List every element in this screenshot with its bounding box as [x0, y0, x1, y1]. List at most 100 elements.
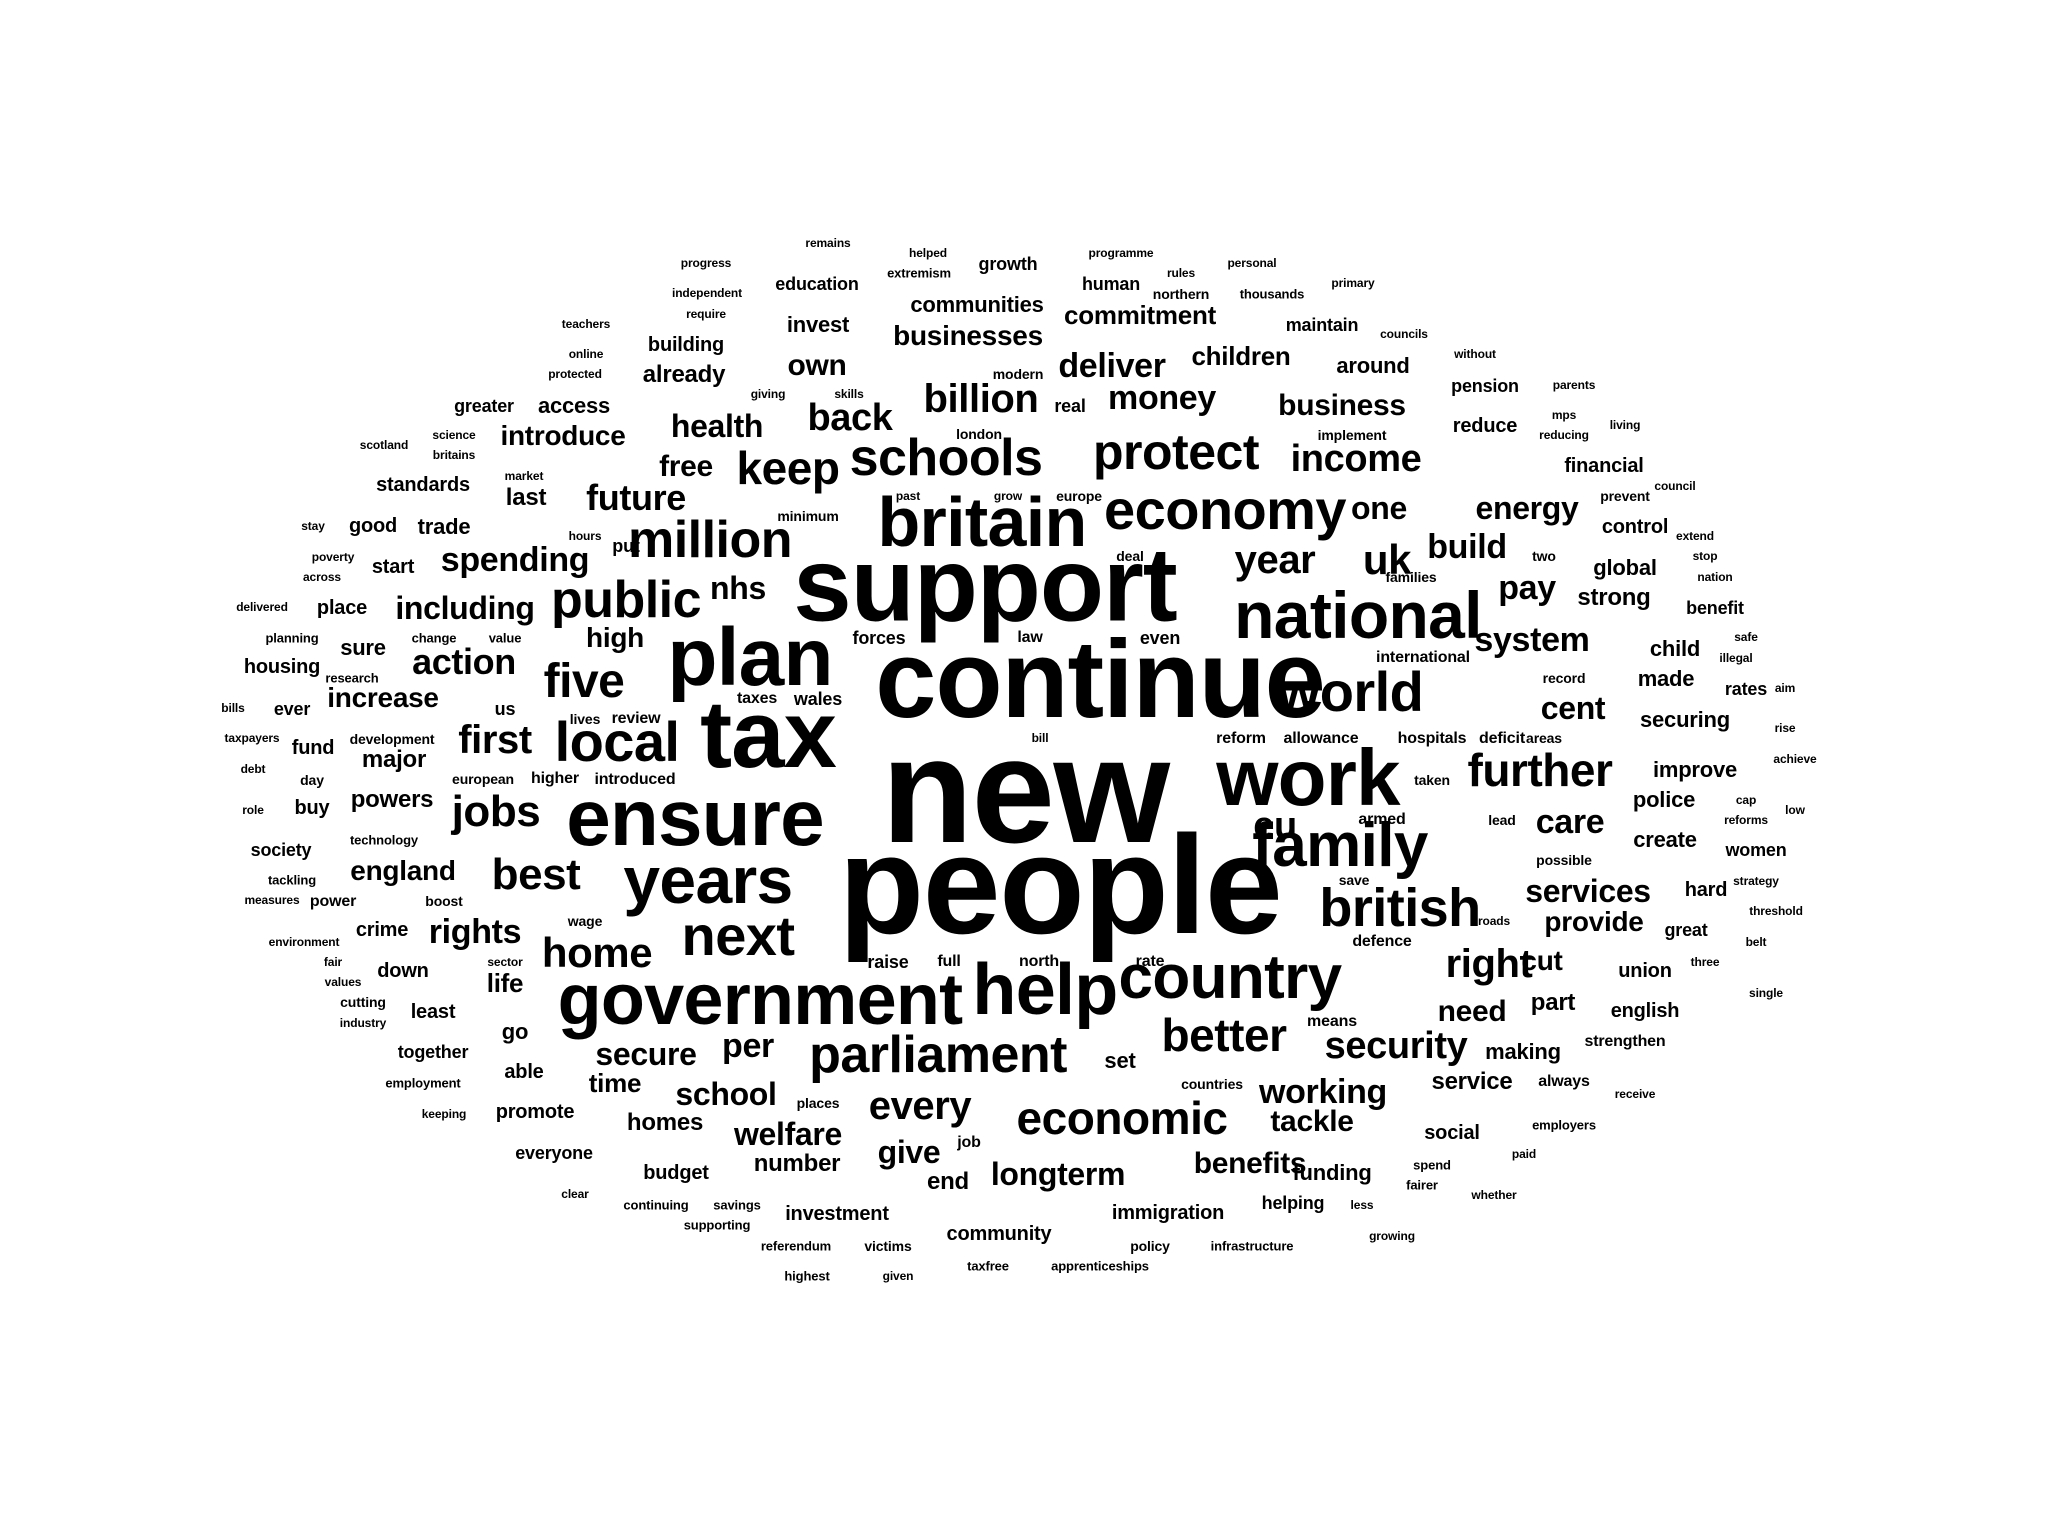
word-paid: paid [1511, 1147, 1537, 1161]
word-year: year [1234, 538, 1316, 582]
word-industry: industry [339, 1016, 387, 1030]
word-rights: rights [428, 913, 522, 951]
word-lead: lead [1488, 812, 1516, 828]
word-new: new [881, 706, 1170, 874]
word-income: income [1290, 438, 1422, 480]
word-further: further [1467, 744, 1613, 796]
word-deliver: deliver [1058, 347, 1166, 385]
word-remains: remains [805, 236, 851, 250]
word-council: council [1654, 479, 1696, 493]
word-put: put [612, 536, 640, 556]
word-trade: trade [417, 514, 471, 539]
word-world: world [1276, 660, 1424, 723]
word-given: given [882, 1269, 914, 1283]
word-less: less [1350, 1198, 1374, 1212]
word-commitment: commitment [1064, 300, 1216, 330]
word-better: better [1161, 1009, 1287, 1061]
word-supporting: supporting [683, 1217, 751, 1233]
word-measures: measures [244, 893, 300, 907]
word-social: social [1424, 1122, 1480, 1144]
word-country: country [1118, 943, 1342, 1012]
word-housing: housing [243, 656, 321, 678]
word-online: online [568, 347, 604, 361]
word-infrastructure: infrastructure [1210, 1238, 1294, 1254]
word-keep: keep [736, 442, 840, 494]
word-crime: crime [355, 919, 409, 941]
word-introduce: introduce [500, 420, 626, 451]
word-whether: whether [1471, 1188, 1517, 1202]
word-role: role [242, 803, 264, 817]
word-financial: financial [1564, 455, 1644, 477]
word-strong: strong [1577, 584, 1651, 611]
word-continue: continue [875, 618, 1326, 741]
word-taxpayers: taxpayers [224, 731, 280, 745]
word-allowance: allowance [1283, 730, 1359, 747]
word-scotland: scotland [359, 438, 409, 452]
word-create: create [1633, 827, 1697, 852]
word-two: two [1532, 548, 1556, 564]
word-us: us [494, 699, 516, 719]
word-europe: europe [1056, 488, 1102, 504]
word-illegal: illegal [1719, 651, 1753, 665]
word-value: value [488, 630, 522, 646]
word-north: north [1018, 953, 1060, 970]
word-helped: helped [909, 246, 947, 260]
word-progress: progress [680, 256, 732, 270]
word-tax: tax [700, 681, 837, 788]
word-without: without [1454, 347, 1496, 361]
word-deal: deal [1116, 548, 1144, 564]
word-fairer: fairer [1406, 1177, 1438, 1193]
word-government: government [557, 960, 964, 1040]
word-time: time [588, 1068, 642, 1098]
word-standards: standards [376, 474, 470, 496]
word-boost: boost [425, 893, 463, 909]
word-child: child [1649, 636, 1701, 661]
word-planning: planning [265, 630, 319, 646]
word-continuing: continuing [623, 1197, 689, 1213]
word-english: english [1610, 1000, 1680, 1022]
word-sector: sector [487, 955, 523, 969]
word-require: require [686, 307, 726, 321]
word-reforms: reforms [1724, 813, 1768, 827]
word-tackle: tackle [1270, 1105, 1354, 1138]
word-last: last [505, 484, 547, 511]
word-always: always [1538, 1073, 1590, 1090]
word-first: first [458, 718, 532, 762]
word-education: education [775, 274, 859, 294]
word-access: access [537, 393, 611, 418]
word-securing: securing [1640, 707, 1730, 732]
word-give: give [877, 1134, 941, 1170]
word-making: making [1485, 1039, 1561, 1064]
word-including: including [395, 590, 535, 626]
word-human: human [1081, 274, 1141, 294]
word-skills: skills [834, 387, 864, 401]
word-referendum: referendum [760, 1238, 832, 1254]
word-single: single [1749, 986, 1783, 1000]
word-provide: provide [1544, 906, 1644, 937]
word-power: power [309, 893, 357, 910]
word-invest: invest [786, 312, 850, 337]
word-economic: economic [1016, 1092, 1228, 1144]
word-sure: sure [340, 635, 386, 660]
word-employers: employers [1532, 1117, 1596, 1133]
word-communities: communities [910, 292, 1044, 317]
word-high: high [586, 622, 644, 653]
word-billion: billion [923, 377, 1039, 421]
word-savings: savings [713, 1197, 761, 1213]
word-society: society [250, 840, 312, 860]
word-control: control [1601, 516, 1669, 538]
word-go: go [501, 1019, 529, 1044]
word-cent: cent [1540, 690, 1606, 726]
word-least: least [410, 1001, 456, 1023]
word-pay: pay [1498, 569, 1556, 607]
word-personal: personal [1227, 256, 1277, 270]
word-nhs: nhs [710, 570, 766, 606]
word-keeping: keeping [421, 1107, 467, 1121]
word-european: european [452, 771, 514, 787]
word-family: family [1252, 811, 1428, 880]
word-together: together [397, 1042, 469, 1062]
word-money: money [1108, 379, 1216, 417]
word-forces: forces [852, 628, 906, 648]
word-review: review [611, 710, 661, 727]
